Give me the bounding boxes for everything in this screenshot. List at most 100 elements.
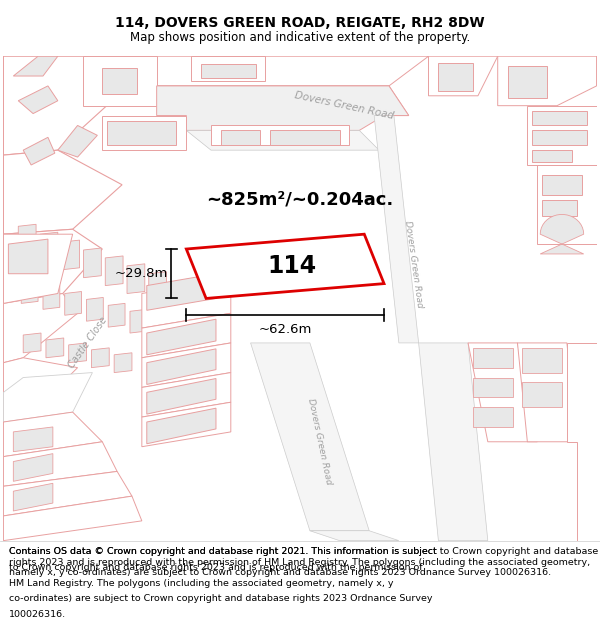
Polygon shape: [142, 313, 231, 358]
Text: Contains OS data © Crown copyright and database right 2021. This information is : Contains OS data © Crown copyright and d…: [9, 548, 598, 577]
Polygon shape: [4, 471, 132, 516]
Polygon shape: [68, 343, 86, 362]
Text: Dovers Green Road: Dovers Green Road: [403, 219, 424, 308]
Polygon shape: [4, 150, 122, 234]
Polygon shape: [428, 56, 498, 96]
Polygon shape: [271, 131, 340, 145]
Polygon shape: [532, 111, 587, 126]
Text: Dovers Green Road: Dovers Green Road: [306, 398, 334, 486]
Text: Contains OS data © Crown copyright and database right 2021. This information is : Contains OS data © Crown copyright and d…: [9, 548, 437, 556]
Polygon shape: [8, 239, 48, 274]
Polygon shape: [4, 442, 117, 486]
Text: 114, DOVERS GREEN ROAD, REIGATE, RH2 8DW: 114, DOVERS GREEN ROAD, REIGATE, RH2 8DW: [115, 16, 485, 29]
Polygon shape: [147, 274, 216, 310]
Text: ~62.6m: ~62.6m: [259, 323, 312, 336]
Polygon shape: [105, 256, 123, 286]
Polygon shape: [147, 379, 216, 414]
Polygon shape: [310, 531, 399, 541]
Polygon shape: [157, 56, 428, 86]
Polygon shape: [4, 496, 142, 541]
Polygon shape: [419, 343, 488, 541]
Polygon shape: [13, 56, 58, 76]
Polygon shape: [187, 131, 379, 150]
Polygon shape: [191, 56, 265, 81]
Text: 114: 114: [268, 254, 317, 278]
Polygon shape: [523, 382, 562, 407]
Text: to Crown copyright and database rights 2023 and is reproduced with the permissio: to Crown copyright and database rights 2…: [9, 563, 422, 572]
Polygon shape: [102, 68, 137, 94]
Polygon shape: [211, 126, 349, 145]
Polygon shape: [83, 56, 157, 106]
Text: Castle Close: Castle Close: [66, 316, 109, 371]
Polygon shape: [62, 240, 80, 270]
Text: ~29.8m: ~29.8m: [114, 268, 167, 280]
Polygon shape: [221, 131, 260, 145]
Polygon shape: [251, 343, 369, 531]
Polygon shape: [540, 214, 584, 254]
Polygon shape: [147, 349, 216, 384]
Text: HM Land Registry. The polygons (including the associated geometry, namely x, y: HM Land Registry. The polygons (includin…: [9, 579, 394, 587]
Polygon shape: [127, 264, 145, 294]
Polygon shape: [473, 348, 512, 368]
Polygon shape: [4, 412, 102, 457]
Polygon shape: [473, 407, 512, 427]
Polygon shape: [149, 272, 167, 301]
Polygon shape: [147, 408, 216, 444]
Polygon shape: [91, 348, 109, 368]
Polygon shape: [523, 348, 562, 372]
Polygon shape: [102, 116, 187, 150]
Polygon shape: [4, 372, 92, 422]
Polygon shape: [498, 56, 596, 106]
Polygon shape: [40, 232, 58, 262]
Polygon shape: [43, 286, 60, 309]
Polygon shape: [439, 63, 473, 91]
Polygon shape: [46, 338, 64, 357]
Polygon shape: [65, 291, 82, 315]
Polygon shape: [21, 279, 38, 303]
Polygon shape: [23, 138, 55, 165]
Polygon shape: [567, 343, 596, 541]
Polygon shape: [201, 64, 256, 78]
Polygon shape: [142, 372, 231, 417]
Polygon shape: [13, 427, 53, 452]
Polygon shape: [108, 303, 125, 327]
Polygon shape: [13, 483, 53, 511]
Polygon shape: [86, 298, 103, 321]
Polygon shape: [147, 319, 216, 355]
Polygon shape: [508, 66, 547, 98]
Text: Map shows position and indicative extent of the property.: Map shows position and indicative extent…: [130, 31, 470, 44]
Polygon shape: [4, 56, 112, 155]
Polygon shape: [114, 352, 132, 372]
Polygon shape: [4, 294, 77, 362]
Polygon shape: [83, 248, 101, 278]
Polygon shape: [157, 86, 409, 131]
Polygon shape: [142, 343, 231, 388]
Polygon shape: [473, 378, 512, 398]
Polygon shape: [107, 121, 176, 145]
Polygon shape: [142, 402, 231, 447]
Text: 100026316.: 100026316.: [9, 610, 66, 619]
Polygon shape: [532, 150, 572, 162]
Polygon shape: [527, 106, 596, 165]
Polygon shape: [4, 234, 73, 303]
Polygon shape: [542, 175, 582, 194]
Polygon shape: [157, 86, 409, 116]
Polygon shape: [4, 357, 77, 422]
Polygon shape: [517, 343, 577, 442]
Polygon shape: [23, 333, 41, 352]
Polygon shape: [542, 199, 577, 216]
Polygon shape: [18, 224, 36, 254]
Polygon shape: [130, 309, 147, 333]
Text: co-ordinates) are subject to Crown copyright and database rights 2023 Ordnance S: co-ordinates) are subject to Crown copyr…: [9, 594, 433, 603]
Polygon shape: [142, 279, 231, 328]
Polygon shape: [532, 131, 587, 145]
Polygon shape: [18, 86, 58, 114]
Polygon shape: [4, 229, 102, 303]
Text: ~825m²/~0.204ac.: ~825m²/~0.204ac.: [206, 191, 394, 209]
Polygon shape: [374, 116, 419, 343]
Polygon shape: [187, 234, 384, 298]
Polygon shape: [13, 454, 53, 481]
Polygon shape: [537, 165, 596, 244]
Polygon shape: [58, 126, 97, 157]
Polygon shape: [468, 343, 537, 442]
